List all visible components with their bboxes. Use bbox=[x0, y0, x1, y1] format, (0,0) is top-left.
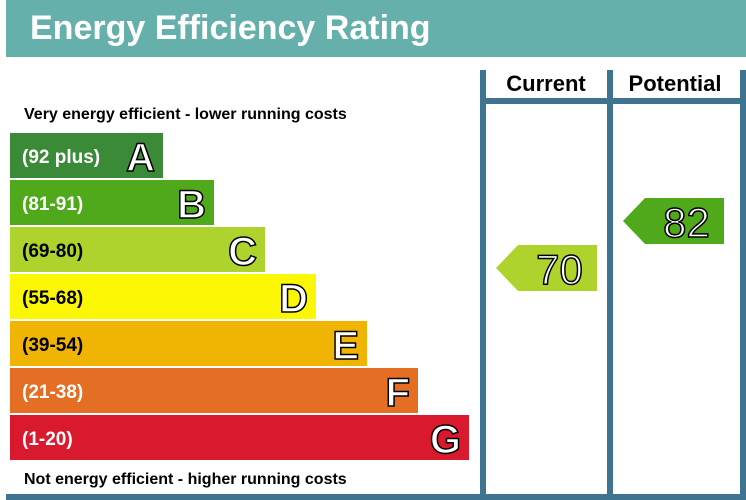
band-range-label: (92 plus) bbox=[22, 147, 100, 168]
header-bar bbox=[6, 0, 746, 57]
grid-line bbox=[607, 70, 613, 500]
band-bar-d bbox=[10, 274, 316, 319]
column-header-potential: Potential bbox=[629, 71, 722, 96]
band-range-label: (39-54) bbox=[22, 335, 83, 356]
band-range-label: (1-20) bbox=[22, 429, 73, 450]
column-header-current: Current bbox=[506, 71, 586, 96]
bottom-note: Not energy efficient - higher running co… bbox=[24, 471, 347, 488]
current-rating-value: 70 bbox=[536, 246, 583, 293]
grid-line bbox=[480, 70, 486, 500]
band-letter: C bbox=[228, 230, 257, 274]
page-title: Energy Efficiency Rating bbox=[30, 9, 431, 47]
band-letter: A bbox=[126, 136, 155, 180]
band-letter: E bbox=[332, 324, 359, 368]
current-rating-arrow bbox=[496, 245, 597, 291]
band-range-label: (21-38) bbox=[22, 382, 83, 403]
band-bar-f bbox=[10, 368, 418, 413]
band-range-label: (69-80) bbox=[22, 241, 83, 262]
band-bar-c bbox=[10, 227, 265, 272]
grid-line bbox=[6, 494, 746, 500]
band-bar-e bbox=[10, 321, 367, 366]
band-bar-g bbox=[10, 415, 469, 460]
top-note: Very energy efficient - lower running co… bbox=[24, 106, 347, 123]
grid-line bbox=[740, 70, 746, 500]
band-bar-b bbox=[10, 180, 214, 225]
potential-rating-value: 82 bbox=[663, 199, 710, 246]
band-letter: G bbox=[430, 418, 461, 462]
grid-line bbox=[480, 98, 746, 104]
potential-rating-arrow bbox=[623, 198, 724, 244]
band-bar-a bbox=[10, 133, 163, 178]
band-range-label: (81-91) bbox=[22, 194, 83, 215]
band-letter: B bbox=[177, 183, 206, 227]
band-range-label: (55-68) bbox=[22, 288, 83, 309]
band-letter: F bbox=[386, 371, 410, 415]
band-letter: D bbox=[279, 277, 308, 321]
